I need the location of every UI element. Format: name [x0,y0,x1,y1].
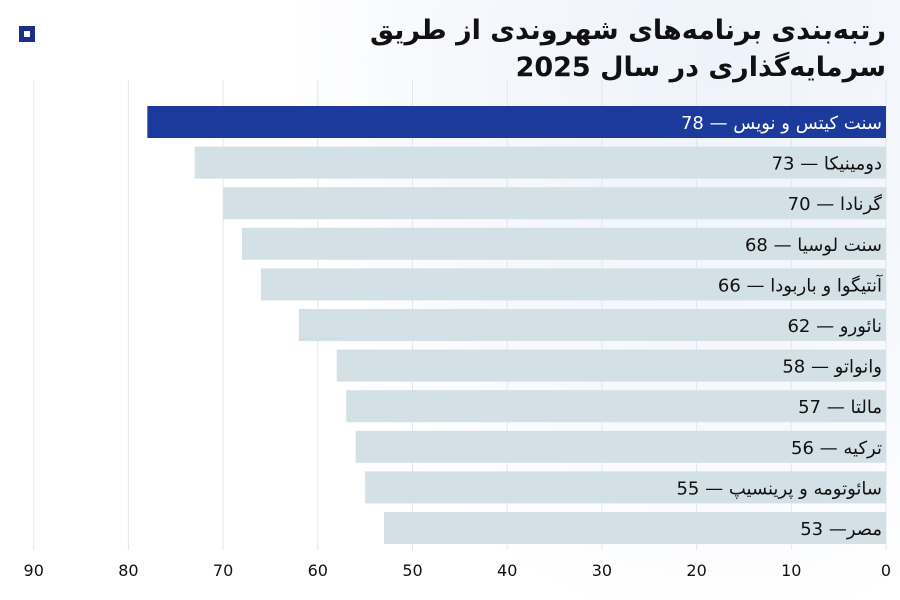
bar [260,268,887,301]
bar [346,390,887,423]
bar [242,227,887,260]
bar-label: ترکیه — 56 [791,438,882,459]
bar [365,471,886,504]
bar-label: دومینیکا — 73 [772,154,882,175]
bar-label: سنت کیتس و نویس — 78 [681,113,882,134]
x-tick-label: 0 [881,561,891,580]
bar-label: نائورو — 62 [787,316,882,337]
x-tick-label: 60 [308,561,328,580]
x-tick-label: 70 [213,561,233,580]
bar [223,187,887,220]
bar-label: مالتا — 57 [798,397,882,418]
bar [355,430,886,463]
bar-label: مصر— 53 [800,519,882,540]
x-tick-label: 90 [24,561,44,580]
brand-logo-icon [19,26,35,42]
x-tick-label: 20 [686,561,706,580]
x-tick-label: 50 [402,561,422,580]
bar [298,309,886,341]
x-tick-label: 80 [118,561,138,580]
bar [384,512,886,544]
x-tick-label: 40 [497,561,517,580]
bar-label: سنت لوسیا — 68 [745,235,882,256]
x-tick-label: 10 [781,561,801,580]
x-tick-label: 30 [592,561,612,580]
bar [194,146,886,179]
chart-title: رتبه‌بندی برنامه‌های شهروندی از طریق سرم… [369,15,886,83]
bar-label: آنتیگوا و باربودا — 66 [718,273,883,296]
bar [336,349,886,382]
bar [147,106,887,138]
bar-label: وانواتو — 58 [782,357,882,378]
bar-label: سائوتومه و پرینسیپ — 55 [676,478,882,499]
bar-label: گرنادا — 70 [788,193,883,215]
